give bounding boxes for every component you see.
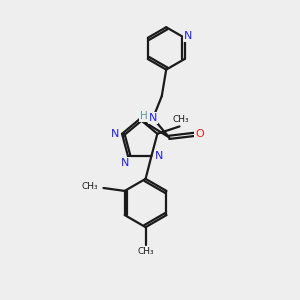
Text: O: O — [195, 129, 204, 140]
Text: CH₃: CH₃ — [137, 247, 154, 256]
Text: CH₃: CH₃ — [172, 116, 189, 124]
Text: N: N — [110, 129, 119, 139]
Text: H: H — [140, 111, 147, 121]
Text: N: N — [149, 113, 157, 123]
Text: N: N — [154, 151, 163, 161]
Text: CH₃: CH₃ — [82, 182, 98, 191]
Text: N: N — [122, 158, 130, 168]
Text: N: N — [184, 31, 192, 41]
